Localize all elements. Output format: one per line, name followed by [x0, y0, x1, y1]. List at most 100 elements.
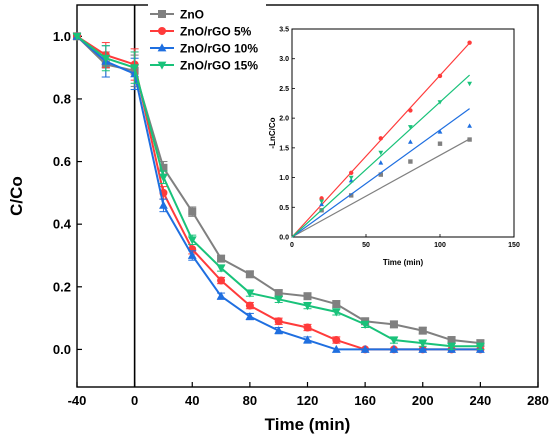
inset-data-point	[437, 73, 443, 79]
inset-data-point	[378, 172, 383, 177]
data-point	[331, 308, 341, 317]
inset-data-point	[319, 196, 324, 201]
data-point	[245, 301, 254, 310]
data-point	[274, 289, 283, 298]
data-point	[418, 344, 428, 353]
data-point	[101, 54, 111, 63]
fit-line	[291, 138, 470, 238]
data-point	[217, 254, 226, 263]
inset-y-tick-label: 3.0	[279, 56, 289, 63]
data-point	[130, 64, 140, 73]
inset-y-tick-label: 0.0	[279, 235, 289, 242]
inset-y-tick-label: 0.5	[279, 205, 289, 212]
inset-data-point	[319, 201, 325, 207]
data-point	[447, 336, 456, 345]
y-tick-label: 1.0	[53, 29, 71, 44]
inset-y-axis-title: -LnC/Co	[268, 117, 277, 148]
inset-series-3	[291, 74, 473, 238]
inset-y-tick-label: 3.5	[279, 27, 289, 34]
data-point	[332, 336, 341, 345]
data-point	[245, 289, 255, 298]
legend-marker	[157, 61, 167, 70]
inset-data-point	[437, 141, 443, 146]
data-point	[331, 344, 341, 353]
inset-x-tick-label: 0	[290, 242, 294, 249]
data-point	[332, 300, 341, 309]
legend-marker	[158, 10, 166, 18]
inset-data-point	[467, 40, 472, 45]
y-tick-label: 0.2	[53, 279, 71, 294]
data-point	[303, 302, 312, 311]
data-point	[274, 295, 284, 304]
data-point	[217, 276, 226, 285]
inset-data-point	[408, 159, 413, 164]
inset-data-point	[467, 123, 473, 128]
data-point	[159, 163, 168, 172]
x-tick-label: 40	[185, 393, 199, 408]
data-point	[418, 326, 427, 335]
inset-data-point	[349, 170, 354, 176]
data-point	[389, 336, 399, 345]
x-tick-label: 240	[470, 393, 492, 408]
data-point	[216, 264, 226, 273]
y-tick-label: 0.0	[53, 342, 71, 357]
data-point	[187, 250, 197, 259]
inset-data-point	[437, 100, 443, 105]
legend-label: ZnO/rGO 10%	[180, 42, 258, 56]
x-tick-label: -40	[68, 393, 87, 408]
inset-data-point	[378, 160, 384, 165]
data-point	[274, 317, 283, 326]
data-point	[303, 323, 312, 332]
inset-y-tick-label: 1.5	[279, 145, 289, 152]
inset-data-point	[467, 81, 473, 87]
y-axis-title: C/Co	[7, 176, 26, 216]
data-point	[389, 344, 399, 353]
inset-plot: 0 50 100 150 0.0 0.5 1.0 1.5 2.0 2.5 3.0 3.5 Time (m…	[268, 27, 520, 268]
data-point	[245, 270, 254, 279]
x-tick-label: 160	[354, 393, 376, 408]
data-point	[72, 32, 82, 41]
data-point	[389, 320, 398, 329]
inset-frame	[291, 28, 515, 238]
data-point	[360, 320, 370, 329]
legend: ZnO ZnO/rGO 5% ZnO/rGO 10% ZnO/rGO 15%	[148, 3, 266, 75]
inset-x-tick-label: 50	[362, 242, 370, 249]
series-3	[72, 32, 485, 351]
data-point	[475, 342, 485, 351]
legend-marker	[158, 27, 166, 35]
legend-label: ZnO/rGO 5%	[180, 25, 252, 39]
inset-y-tick-label: 2.0	[279, 116, 289, 123]
y-tick-label: 0.4	[53, 217, 72, 232]
x-tick-label: 0	[131, 393, 138, 408]
inset-data-point	[349, 193, 354, 198]
data-point	[303, 292, 312, 301]
inset-data-point	[408, 108, 413, 113]
inset-data-point	[407, 125, 413, 130]
inset-data-point	[437, 129, 443, 134]
y-tick-label: 0.6	[53, 154, 71, 169]
inset-data-point	[467, 137, 472, 142]
data-point	[159, 173, 168, 182]
inset-data-point	[348, 175, 354, 181]
data-point	[187, 236, 197, 245]
y-tick-label: 0.8	[53, 91, 71, 106]
x-tick-label: 200	[412, 393, 434, 408]
data-point	[303, 335, 312, 344]
data-point	[216, 291, 226, 300]
data-point	[274, 326, 284, 335]
inset-data-point	[319, 199, 325, 204]
legend-label: ZnO/rGO 15%	[180, 59, 258, 73]
data-point	[159, 200, 168, 209]
x-tick-label: 80	[243, 393, 257, 408]
inset-y-tick-label: 2.5	[279, 86, 289, 93]
data-point	[245, 311, 255, 320]
inset-data-point	[407, 139, 413, 144]
inset-y-tick-label: 1.0	[279, 175, 289, 182]
inset-x-tick-label: 150	[508, 242, 520, 249]
data-point	[447, 342, 456, 351]
inset-x-axis-title: Time (min)	[383, 258, 424, 267]
data-point	[418, 339, 428, 348]
x-tick-label: 280	[527, 393, 549, 408]
x-tick-label: 120	[297, 393, 319, 408]
